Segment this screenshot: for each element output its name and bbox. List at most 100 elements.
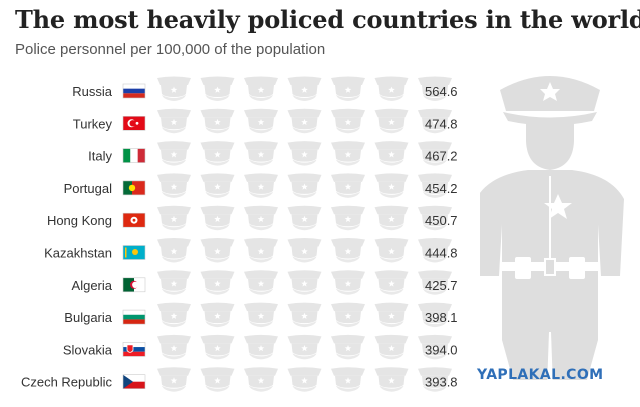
chart-row-portugal: Portugal 454.2 [64,173,458,198]
police-cap-icon [244,238,278,263]
police-cap-icon [244,108,278,134]
police-cap-icon [200,367,235,392]
category-label: Bulgaria [64,310,112,325]
police-cap-icon [157,270,191,295]
belt-pouch-left [515,257,531,279]
watermark: YAPLAKAL.COM [477,367,604,383]
flag-portugal-icon [122,180,146,196]
belt-buckle [544,258,556,276]
police-cap-icon [418,270,452,295]
chart-subtitle: Police personnel per 100,000 of the popu… [15,41,326,58]
police-cap-icon [244,141,278,166]
police-cap-icon [331,76,365,101]
police-cap-icon [287,334,322,360]
police-cap-icon [418,205,452,231]
police-cap-icon [244,367,278,392]
flag-slovakia-icon [122,342,146,357]
police-cap-icon [374,270,409,295]
police-cap-icon [287,76,322,101]
police-cap-icon [157,173,191,198]
police-cap-icon [244,270,278,295]
police-cap-icon [287,302,322,328]
category-label: Russia [72,84,113,99]
police-cap-icon [331,108,365,134]
chart-row-turkey: Turkey 474.8 [73,108,458,134]
police-cap-icon [418,108,452,134]
police-cap-icon [418,238,452,263]
value-label: 444.8 [425,246,458,261]
police-cap-icon [331,141,365,166]
value-label: 467.2 [425,149,458,164]
police-cap-icon [200,173,235,198]
police-cap-icon [157,76,191,101]
police-cap-icon [331,205,365,231]
police-cap-icon [287,173,322,198]
police-cap-icon [287,108,322,134]
police-cap-icon [200,302,235,328]
police-cap-icon [374,302,409,328]
police-cap-icon [157,367,191,392]
police-cap-icon [418,302,452,328]
police-cap-icon [331,270,365,295]
flag-russia-icon [122,83,146,99]
flag-hong-kong-icon [122,212,146,228]
police-cap-icon [418,76,452,101]
police-cap-icon [244,205,278,231]
police-cap-icon [374,238,409,263]
police-cap-icon [244,76,278,101]
category-label: Turkey [73,116,113,131]
police-cap-icon [331,334,365,360]
flag-kazakhstan-icon [122,245,146,260]
police-cap-icon [331,302,365,328]
police-cap-icon [331,238,365,263]
chart-row-bulgaria: Bulgaria 398.1 [64,302,458,328]
police-cap-icon [374,141,409,166]
flag-turkey-icon [122,116,146,131]
chart-row-slovakia: Slovakia 394.0 [63,334,458,360]
police-cap-icon [200,108,235,134]
police-cap-icon [287,205,322,231]
category-label: Czech Republic [21,375,113,390]
police-cap-icon [418,367,452,392]
cap-badge-icon [540,82,560,101]
flag-italy-icon [122,148,146,163]
category-label: Slovakia [63,342,113,357]
flag-algeria-icon [122,277,146,293]
police-cap-icon [374,334,409,360]
police-cap-icon [374,367,409,392]
value-label: 394.0 [425,342,458,357]
police-cap-icon [331,367,365,392]
police-cap-icon [244,173,278,198]
category-label: Portugal [64,181,113,196]
police-cap-icon [374,173,409,198]
police-cap-icon [200,270,235,295]
police-cap-icon [418,173,452,198]
police-cap-icon [374,108,409,134]
chart-row-algeria: Algeria 425.7 [72,270,458,295]
category-label: Italy [88,149,112,164]
police-cap-icon [157,108,191,134]
value-label: 425.7 [425,278,458,293]
police-cap-icon [157,302,191,328]
police-cap-icon [287,270,322,295]
chart-row-kazakhstan: Kazakhstan 444.8 [44,238,458,263]
police-cap-icon [157,334,191,360]
police-cap-icon [157,141,191,166]
value-label: 398.1 [425,310,458,325]
value-label: 450.7 [425,213,458,228]
police-cap-icon [374,76,409,101]
police-cap-icon [418,334,452,360]
police-cap-icon [374,205,409,231]
police-cap-icon [287,141,322,166]
police-cap-icon [418,141,452,166]
police-cap-icon [200,76,235,101]
chart-title: The most heavily policed countries in th… [15,5,640,34]
chart-row-hong-kong: Hong Kong 450.7 [47,205,458,231]
police-cap-icon [157,238,191,263]
category-label: Hong Kong [47,213,112,228]
police-cap-icon [244,334,278,360]
police-cap-icon [331,173,365,198]
belt-pouch-right [569,257,585,279]
police-cap-icon [200,238,235,263]
